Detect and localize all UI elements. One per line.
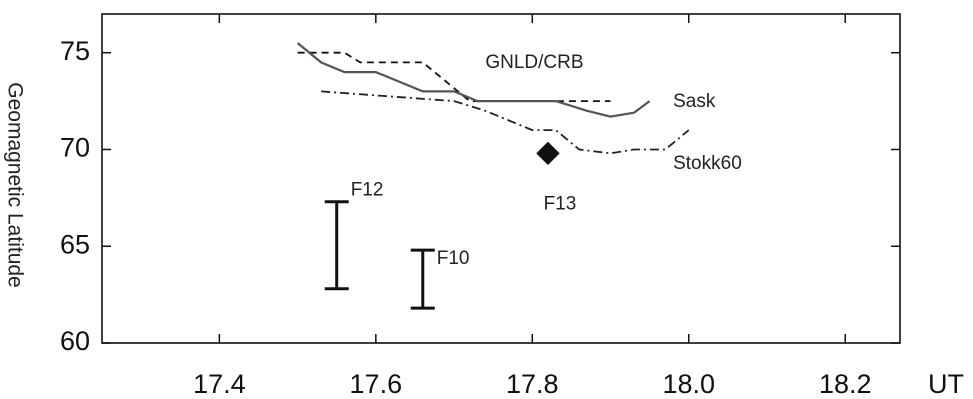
x-tick-label: 18.0 — [662, 369, 715, 399]
marker-label: F13 — [544, 193, 577, 214]
axis-ticks: 17.4 17.6 17.8 18.0 18.2 60 65 70 75 — [60, 14, 900, 399]
error-bar-label: F10 — [437, 248, 470, 269]
series-layer — [296, 42, 690, 155]
series-label: Sask — [673, 91, 716, 112]
error-bar-f12: F12 — [324, 180, 384, 291]
plot-border — [101, 13, 901, 344]
series-line-gnld-crb — [297, 51, 611, 102]
series-line-sask — [296, 42, 651, 118]
error-bar-label: F12 — [351, 180, 384, 201]
marker-f13 — [536, 141, 560, 166]
error-bar-f10: F10 — [410, 248, 470, 310]
x-axis-label: UT — [928, 369, 964, 399]
x-tick-label: 17.8 — [506, 369, 559, 399]
y-tick-label: 75 — [60, 36, 90, 66]
series-line-stokk60 — [321, 90, 690, 155]
x-tick-label: 17.6 — [350, 369, 403, 399]
plot-frame — [101, 13, 901, 344]
y-tick-label: 60 — [60, 326, 90, 356]
annotation-layer: GNLD/CRB Sask Stokk60 F12 F10 F13 — [324, 52, 742, 310]
y-axis-label: Geomagnetic Latitude — [3, 82, 26, 287]
x-tick-label: 18.2 — [819, 369, 872, 399]
series-label: Stokk60 — [673, 153, 742, 174]
x-tick-label: 17.4 — [193, 369, 246, 399]
series-label: GNLD/CRB — [485, 52, 583, 73]
y-tick-label: 70 — [60, 133, 90, 163]
y-tick-label: 65 — [60, 229, 90, 259]
